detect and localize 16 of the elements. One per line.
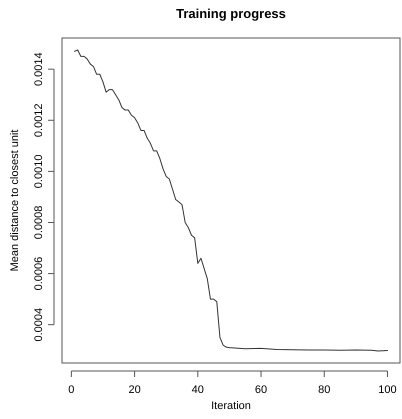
y-tick-label: 0.0012 <box>33 103 45 138</box>
x-tick-label: 0 <box>68 384 74 396</box>
x-tick-label: 100 <box>378 384 397 396</box>
chart-title: Training progress <box>176 6 286 21</box>
y-tick-label: 0.0006 <box>33 256 45 290</box>
x-tick-label: 40 <box>192 384 204 396</box>
x-axis-title: Iteration <box>211 400 251 412</box>
y-axis-title: Mean distance to closest unit <box>9 130 21 272</box>
x-tick-label: 60 <box>254 384 268 396</box>
line-series <box>74 50 388 352</box>
y-tick-label: 0.0008 <box>33 206 45 240</box>
y-tick-label: 0.0014 <box>33 52 45 86</box>
y-tick-label: 0.0004 <box>33 308 45 342</box>
x-tick-label: 80 <box>318 384 330 396</box>
x-tick-label: 20 <box>128 384 141 396</box>
y-tick-label: 0.0010 <box>33 154 45 188</box>
